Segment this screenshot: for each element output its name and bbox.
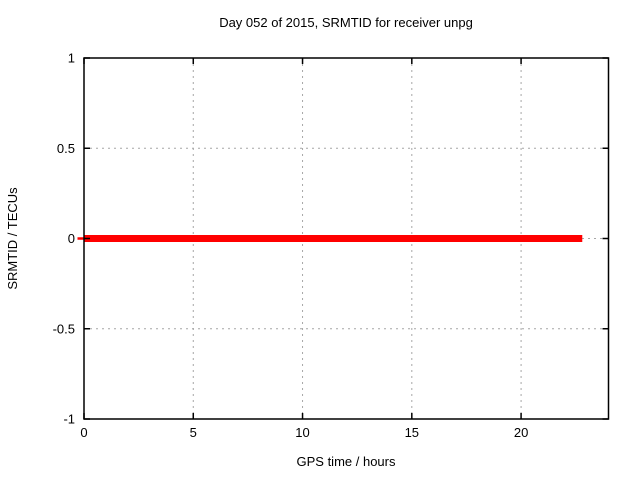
x-tick-label: 10 bbox=[295, 425, 309, 440]
x-tick-label: 0 bbox=[80, 425, 87, 440]
y-tick-label: -0.5 bbox=[53, 321, 75, 336]
y-tick-label: 0 bbox=[68, 231, 75, 246]
y-tick-label: 0.5 bbox=[57, 141, 75, 156]
x-axis-label: GPS time / hours bbox=[297, 454, 396, 469]
chart-title: Day 052 of 2015, SRMTID for receiver unp… bbox=[219, 15, 473, 30]
y-tick-label: -1 bbox=[63, 412, 75, 427]
plot-border-and-ticks bbox=[83, 57, 610, 420]
x-tick-label: 15 bbox=[405, 425, 419, 440]
x-tick-label: 20 bbox=[514, 425, 528, 440]
y-tick-label: 1 bbox=[68, 51, 75, 66]
y-axis-label: SRMTID / TECUs bbox=[5, 187, 20, 290]
tick-labels: 0 5 10 15 20 -1 -0.5 0 0.5 1 bbox=[53, 51, 529, 441]
x-tick-label: 5 bbox=[190, 425, 197, 440]
